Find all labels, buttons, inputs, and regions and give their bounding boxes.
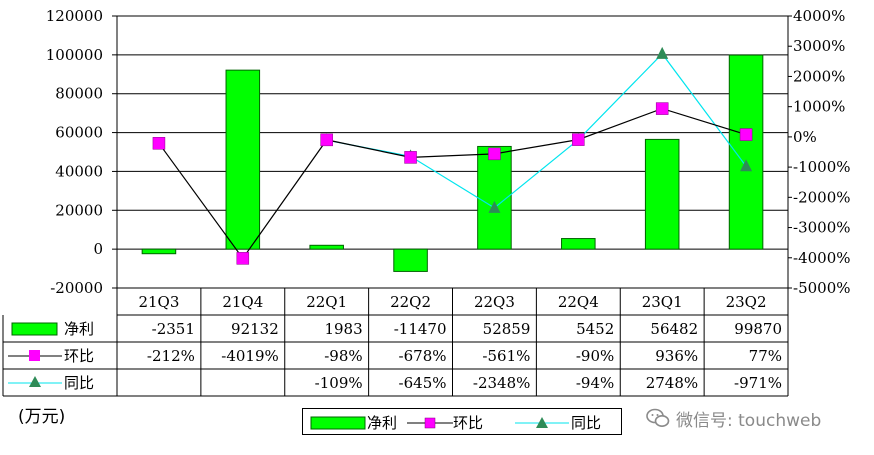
left-tick-label: 60000 [55, 124, 103, 142]
table-cell: 936% [655, 347, 698, 365]
legend-label-qoq: 环比 [453, 414, 483, 432]
data-table: 21Q3 21Q4 22Q1 22Q2 22Q3 22Q4 23Q1 23Q2 净利 -2351 9… [2, 288, 789, 397]
category-label: 21Q4 [222, 293, 263, 311]
table-cell: 1983 [324, 320, 362, 338]
qoq-marker-22Q3 [488, 147, 501, 161]
right-tick-label: 4000% [793, 7, 845, 25]
category-label: 22Q1 [306, 293, 347, 311]
left-tick-label: 100000 [46, 46, 103, 64]
yoy-marker-23Q2 [740, 159, 753, 172]
环比-line [158, 107, 747, 260]
table-cell: 5452 [576, 320, 614, 338]
category-label: 23Q1 [642, 293, 683, 311]
right-tick-label: 2000% [793, 67, 845, 85]
bar-22Q1 [309, 244, 344, 250]
legend-yoy-marker [536, 417, 548, 428]
watermark: 微信号: touchweb [646, 404, 821, 432]
table-cell: -109% [315, 374, 363, 392]
left-y-axis: 120000 100000 80000 60000 40000 20000 0 -20000 [46, 7, 117, 297]
table-cell: 92132 [231, 320, 279, 338]
qoq-marker-21Q4 [236, 252, 250, 265]
right-tick-label: -5000% [793, 279, 851, 297]
ratio-lines [152, 46, 753, 265]
qoq-marker-22Q2 [404, 151, 417, 164]
table-cell: -645% [399, 374, 447, 392]
category-label: 23Q2 [726, 293, 767, 311]
table-cell: 99870 [734, 320, 782, 338]
right-tick-label: -1000% [793, 158, 851, 176]
qoq-marker-23Q1 [655, 102, 669, 115]
row-key-qoq-marker [29, 350, 40, 361]
bar-22Q4 [561, 238, 596, 250]
table-cell: -2348% [473, 374, 531, 392]
table-cell: -4019% [221, 347, 279, 365]
yoy-marker-22Q3 [488, 200, 501, 213]
row-label: 净利 [64, 320, 94, 338]
qoq-marker-21Q3 [152, 137, 166, 150]
row-label: 同比 [64, 374, 94, 392]
table-cell: 77% [749, 347, 782, 365]
plot-border [116, 15, 789, 289]
left-tick-label: 40000 [55, 162, 103, 180]
bar-21Q3 [141, 248, 177, 255]
table-cell: 52859 [483, 320, 531, 338]
table-cell: -11470 [394, 320, 447, 338]
bar-22Q3 [477, 145, 512, 250]
right-tick-label: 3000% [793, 37, 845, 55]
unit-label: (万元) [18, 407, 66, 427]
table-cell: -2351 [152, 320, 195, 338]
watermark-text: 微信号: touchweb [676, 410, 822, 431]
left-tick-label: 0 [93, 240, 103, 258]
legend-bar-swatch [310, 416, 366, 430]
bar-23Q2 [728, 54, 764, 250]
legend-qoq-marker [424, 417, 436, 429]
left-tick-label: 20000 [55, 201, 103, 219]
category-label: 22Q2 [390, 293, 431, 311]
yoy-marker-23Q1 [656, 46, 669, 59]
right-tick-label: -3000% [793, 219, 851, 237]
left-tick-label: 120000 [46, 7, 103, 25]
left-tick-label: 80000 [55, 85, 103, 103]
net-profit-bars [141, 54, 764, 272]
table-cell: -90% [576, 347, 614, 365]
category-label: 22Q3 [474, 293, 515, 311]
right-tick-label: -2000% [793, 188, 851, 206]
table-cell: 56482 [650, 320, 698, 338]
row-key-bar [11, 322, 58, 336]
table-cell: -678% [399, 347, 447, 365]
row-key-yoy-marker [29, 376, 41, 387]
legend: 净利 环比 同比 [302, 408, 622, 435]
table-cell: -98% [324, 347, 362, 365]
left-tick-label: -20000 [50, 279, 103, 297]
bar-23Q1 [644, 138, 680, 250]
right-y-axis: 4000% 3000% 2000% 1000% 0% -1000% -2000% -3000%… [788, 7, 851, 297]
table-cell: 2748% [646, 374, 698, 392]
wechat-icon [646, 408, 670, 427]
table-cell: -94% [576, 374, 614, 392]
right-tick-label: 0% [793, 128, 817, 146]
row-label: 环比 [64, 347, 94, 365]
bar-22Q2 [393, 248, 428, 272]
right-tick-label: -4000% [793, 249, 851, 267]
category-label: 22Q4 [558, 293, 599, 311]
right-tick-label: 1000% [793, 98, 845, 116]
gridlines [116, 15, 789, 289]
table-cell: -561% [482, 347, 530, 365]
legend-label-net-profit: 净利 [367, 414, 397, 432]
category-label: 21Q3 [138, 293, 179, 311]
table-cell: -971% [734, 374, 782, 392]
qoq-marker-22Q4 [572, 133, 585, 146]
legend-label-yoy: 同比 [571, 414, 601, 432]
同比-line [326, 52, 747, 209]
qoq-marker-23Q2 [739, 128, 753, 141]
bar-21Q4 [225, 69, 261, 250]
table-cell: -212% [147, 347, 195, 365]
qoq-marker-22Q1 [320, 133, 333, 147]
